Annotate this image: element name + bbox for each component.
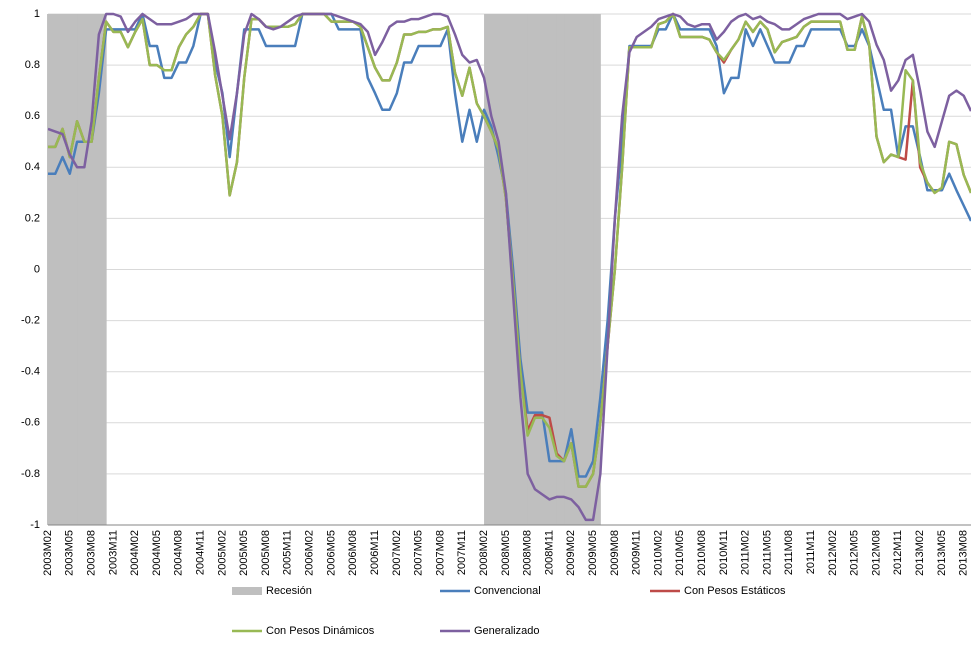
y-tick-label: 0.8 (25, 59, 40, 71)
x-tick-label: 2009M11 (631, 530, 643, 575)
x-tick-label: 2009M05 (587, 530, 599, 576)
recession-bar (578, 14, 587, 525)
x-tick-label: 2006M05 (325, 530, 337, 576)
legend-key (232, 587, 262, 595)
x-tick-label: 2006M02 (304, 530, 316, 576)
x-tick-label: 2006M08 (347, 530, 359, 576)
x-tick-label: 2010M05 (674, 530, 686, 576)
x-tick-label: 2009M02 (565, 530, 577, 576)
recession-bar (549, 14, 558, 525)
x-tick-label: 2011M02 (740, 530, 752, 575)
y-tick-label: -1 (30, 519, 40, 531)
x-tick-label: 2013M05 (936, 530, 948, 576)
x-tick-label: 2005M08 (260, 530, 272, 576)
x-tick-label: 2003M05 (64, 530, 76, 576)
recession-bar (498, 14, 507, 525)
x-tick-label: 2004M02 (129, 530, 141, 576)
recession-bar (84, 14, 93, 525)
recession-bar (98, 14, 107, 525)
x-tick-label: 2010M08 (696, 530, 708, 576)
recession-bar (484, 14, 492, 525)
x-tick-label: 2006M11 (369, 530, 381, 575)
recession-bar (491, 14, 500, 525)
x-tick-label: 2012M11 (892, 530, 904, 575)
legend-label: Con Pesos Dinámicos (266, 625, 375, 637)
recession-bar (77, 14, 85, 525)
recession-bar (513, 14, 521, 525)
x-tick-label: 2010M11 (718, 530, 730, 575)
legend-item: Con Pesos Estáticos (650, 585, 786, 597)
x-tick-label: 2003M08 (86, 530, 98, 576)
recession-bar (48, 14, 56, 525)
x-tick-label: 2011M08 (783, 530, 795, 575)
x-tick-label: 2007M02 (391, 530, 403, 576)
x-tick-label: 2005M02 (216, 530, 228, 576)
recession-bar (527, 14, 536, 525)
recession-bar (55, 14, 64, 525)
recession-bar (62, 14, 71, 525)
legend-label: Generalizado (474, 625, 539, 637)
legend-label: Recesión (266, 585, 312, 597)
x-tick-label: 2010M02 (652, 530, 664, 576)
legend-label: Con Pesos Estáticos (684, 585, 786, 597)
x-tick-label: 2007M08 (434, 530, 446, 576)
recession-bar (564, 14, 572, 525)
recession-bar (534, 14, 543, 525)
legend-item: Recesión (232, 585, 312, 597)
x-tick-label: 2005M11 (282, 530, 294, 575)
legend-item: Generalizado (440, 625, 539, 637)
recession-bar (571, 14, 580, 525)
x-tick-label: 2013M02 (914, 530, 926, 576)
x-tick-label: 2005M05 (238, 530, 250, 576)
x-tick-label: 2012M08 (870, 530, 882, 576)
y-tick-label: 0 (34, 263, 40, 275)
y-tick-label: -0.2 (21, 315, 40, 327)
x-tick-label: 2008M08 (522, 530, 534, 576)
y-tick-label: 0.4 (25, 161, 40, 173)
x-tick-label: 2008M05 (500, 530, 512, 576)
recession-bar (520, 14, 529, 525)
y-tick-label: -0.6 (21, 417, 40, 429)
y-tick-label: 0.6 (25, 110, 40, 122)
x-tick-label: 2012M02 (827, 530, 839, 576)
y-tick-label: 1 (34, 8, 40, 20)
y-tick-label: 0.2 (25, 212, 40, 224)
x-tick-label: 2008M02 (478, 530, 490, 576)
recession-bar (593, 14, 601, 525)
recession-bar (542, 14, 550, 525)
x-tick-label: 2004M05 (151, 530, 163, 576)
x-tick-label: 2011M11 (805, 530, 817, 574)
x-tick-label: 2003M11 (107, 530, 119, 575)
x-tick-label: 2013M08 (958, 530, 970, 576)
recession-bar (505, 14, 514, 525)
x-tick-label: 2012M05 (849, 530, 861, 576)
recession-bar (556, 14, 565, 525)
x-tick-label: 2004M08 (173, 530, 185, 576)
y-tick-label: -0.4 (21, 366, 40, 378)
x-tick-label: 2011M05 (761, 530, 773, 575)
recession-bar (69, 14, 78, 525)
x-tick-label: 2008M11 (543, 530, 555, 575)
recession-bar (585, 14, 594, 525)
x-tick-label: 2003M02 (42, 530, 54, 576)
x-tick-label: 2007M05 (413, 530, 425, 576)
legend-item: Con Pesos Dinámicos (232, 625, 375, 637)
legend-label: Convencional (474, 585, 541, 597)
series-line (47, 12, 971, 522)
legend-item: Convencional (440, 585, 541, 597)
x-tick-label: 2009M08 (609, 530, 621, 576)
y-tick-label: -0.8 (21, 468, 40, 480)
x-tick-label: 2004M11 (195, 530, 207, 575)
recession-bar (91, 14, 100, 525)
x-tick-label: 2007M11 (456, 530, 468, 575)
